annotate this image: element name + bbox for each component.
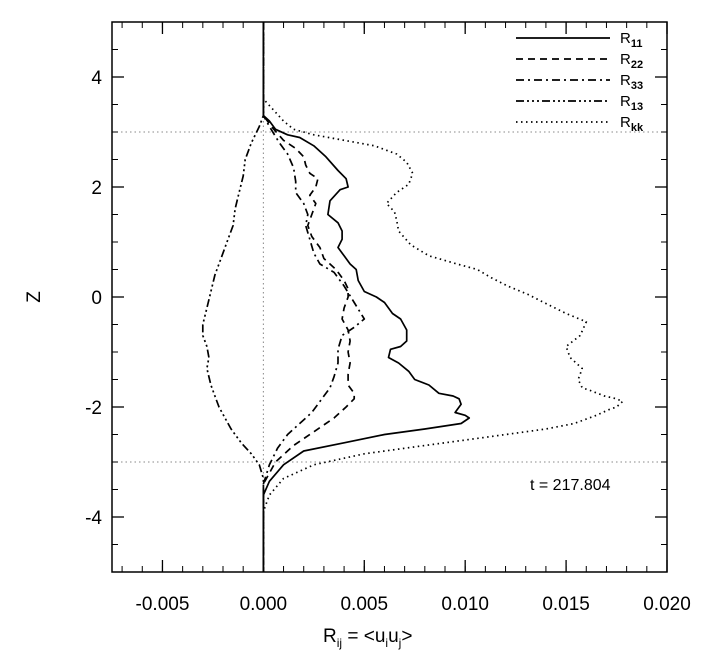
x-axis-label-main: R [323,626,337,647]
series-line-r13 [201,22,265,572]
x-tick-label: 0.005 [340,594,388,615]
series-line-r33 [262,22,366,572]
series-line-r22 [262,22,356,572]
legend-label: Rkk [620,114,644,134]
x-axis-label-sub3: j [398,636,402,650]
x-tick-label: -0.005 [136,594,190,615]
legend-label: R13 [620,93,643,113]
axes: -0.005 0.000 0.005 0.010 0.015 0.020 -4 -2 0 2 4 [85,21,691,615]
series-line-rkk [262,22,624,572]
x-tick-label: 0.020 [643,594,691,615]
x-tick-label: 0.000 [240,594,288,615]
y-tick-label: -2 [85,398,102,419]
y-tick-label: 0 [91,288,102,309]
x-axis-label-sub2: i [385,636,388,650]
legend-label: R33 [620,72,643,92]
legend-label: R22 [620,51,643,71]
x-tick-label: 0.010 [441,594,489,615]
y-axis-label: Z [24,291,45,303]
x-axis-label-mid: u [388,626,399,647]
x-tick-label: 0.015 [542,594,590,615]
legend-label: R11 [620,30,642,50]
reference-lines [112,22,667,572]
time-annotation: t = 217.804 [530,477,611,494]
x-axis-label-sub: ij [337,636,342,650]
y-tick-label: -4 [85,508,102,529]
x-axis-label-rest: = <u [342,626,385,647]
x-axis-label-end: > [401,626,412,647]
series-lines [201,22,624,572]
x-axis-label: Rij = <uiuj> [323,626,412,650]
y-tick-label: 2 [91,178,102,199]
series-line-r11 [262,22,471,572]
y-tick-label: 4 [91,68,102,89]
